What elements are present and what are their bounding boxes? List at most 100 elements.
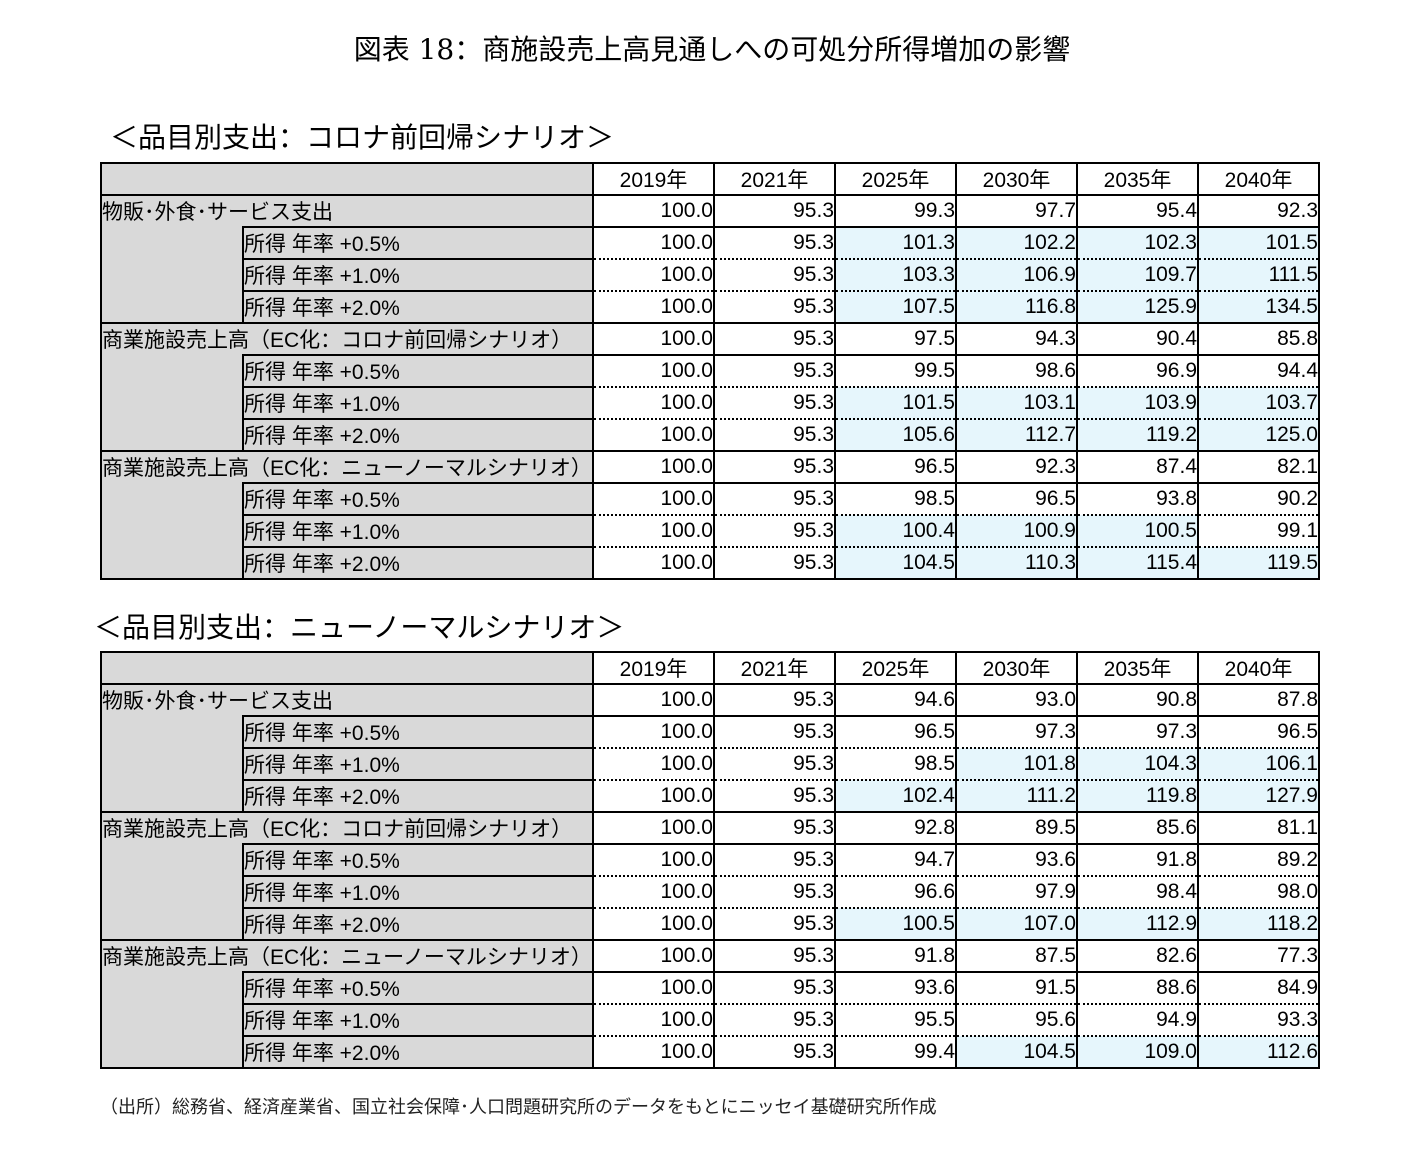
value-cell: 100.0 xyxy=(592,546,715,580)
value-cell: 87.8 xyxy=(1197,683,1320,716)
income-row: 所得 年率 +0.5% 100.0 95.3 94.7 93.6 91.8 89.2 xyxy=(100,843,1320,876)
value-cell: 104.3 xyxy=(1076,747,1199,780)
year-header: 2019年 xyxy=(592,162,715,196)
value-cell: 104.5 xyxy=(834,546,957,580)
row-stub xyxy=(100,748,243,780)
value-cell: 98.4 xyxy=(1076,875,1199,908)
income-row: 所得 年率 +0.5% 100.0 95.3 96.5 97.3 97.3 96.5 xyxy=(100,715,1320,748)
value-cell: 96.9 xyxy=(1076,354,1199,387)
value-cell: 101.8 xyxy=(955,747,1078,780)
section-title-corona-return: ＜品目別支出：コロナ前回帰シナリオ＞ xyxy=(110,121,615,154)
value-cell: 101.5 xyxy=(834,386,957,419)
value-cell: 99.3 xyxy=(834,194,957,227)
value-cell: 95.3 xyxy=(713,715,836,748)
value-cell: 109.0 xyxy=(1076,1035,1199,1069)
value-cell: 95.3 xyxy=(713,1003,836,1036)
year-header: 2021年 xyxy=(713,651,836,685)
value-cell: 112.6 xyxy=(1197,1035,1320,1069)
value-cell: 100.0 xyxy=(592,939,715,972)
value-cell: 98.0 xyxy=(1197,875,1320,908)
value-cell: 96.5 xyxy=(834,715,957,748)
value-cell: 84.9 xyxy=(1197,971,1320,1004)
category-row: 物販･外食･サービス支出 100.0 95.3 99.3 97.7 95.4 92.3 xyxy=(100,194,1320,227)
value-cell: 85.8 xyxy=(1197,322,1320,355)
value-cell: 82.1 xyxy=(1197,450,1320,483)
source-note: （出所）総務省、経済産業省、国立社会保障･人口問題研究所のデータをもとにニッセイ… xyxy=(100,1097,937,1118)
value-cell: 95.3 xyxy=(713,258,836,291)
category-label: 物販･外食･サービス支出 xyxy=(100,683,594,716)
category-label: 商業施設売上高（EC化：コロナ前回帰シナリオ） xyxy=(100,322,594,355)
value-cell: 100.0 xyxy=(592,226,715,259)
value-cell: 92.3 xyxy=(1197,194,1320,227)
row-stub xyxy=(100,780,243,812)
row-stub xyxy=(100,515,243,547)
value-cell: 107.5 xyxy=(834,290,957,323)
income-label: 所得 年率 +2.0% xyxy=(242,1035,594,1069)
income-label: 所得 年率 +2.0% xyxy=(242,907,594,940)
row-stub xyxy=(100,355,243,387)
income-row: 所得 年率 +1.0% 100.0 95.3 101.5 103.1 103.9 103.7 xyxy=(100,386,1320,419)
value-cell: 95.3 xyxy=(713,939,836,972)
value-cell: 100.0 xyxy=(592,482,715,515)
value-cell: 88.6 xyxy=(1076,971,1199,1004)
value-cell: 127.9 xyxy=(1197,779,1320,812)
income-row: 所得 年率 +2.0% 100.0 95.3 107.5 116.8 125.9 134.5 xyxy=(100,290,1320,323)
value-cell: 134.5 xyxy=(1197,290,1320,323)
year-header: 2025年 xyxy=(834,162,957,196)
value-cell: 100.0 xyxy=(592,1035,715,1069)
value-cell: 115.4 xyxy=(1076,546,1199,580)
value-cell: 92.3 xyxy=(955,450,1078,483)
value-cell: 102.4 xyxy=(834,779,957,812)
value-cell: 90.8 xyxy=(1076,683,1199,716)
value-cell: 90.2 xyxy=(1197,482,1320,515)
year-header: 2019年 xyxy=(592,651,715,685)
income-row: 所得 年率 +1.0% 100.0 95.3 98.5 101.8 104.3 106.1 xyxy=(100,747,1320,780)
value-cell: 100.0 xyxy=(592,194,715,227)
value-cell: 100.0 xyxy=(592,258,715,291)
year-header: 2035年 xyxy=(1076,162,1199,196)
income-label: 所得 年率 +0.5% xyxy=(242,843,594,876)
value-cell: 103.3 xyxy=(834,258,957,291)
income-label: 所得 年率 +0.5% xyxy=(242,354,594,387)
value-cell: 97.9 xyxy=(955,875,1078,908)
value-cell: 100.0 xyxy=(592,715,715,748)
value-cell: 100.0 xyxy=(592,322,715,355)
value-cell: 97.7 xyxy=(955,194,1078,227)
row-stub xyxy=(100,844,243,876)
value-cell: 100.0 xyxy=(592,779,715,812)
income-label: 所得 年率 +1.0% xyxy=(242,258,594,291)
income-label: 所得 年率 +1.0% xyxy=(242,1003,594,1036)
category-row: 商業施設売上高（EC化：コロナ前回帰シナリオ） 100.0 95.3 97.5 94.3… xyxy=(100,322,1320,355)
row-stub xyxy=(100,387,243,419)
income-row: 所得 年率 +1.0% 100.0 95.3 96.6 97.9 98.4 98.0 xyxy=(100,875,1320,908)
value-cell: 95.3 xyxy=(713,747,836,780)
value-cell: 96.5 xyxy=(834,450,957,483)
value-cell: 95.3 xyxy=(713,194,836,227)
income-label: 所得 年率 +2.0% xyxy=(242,290,594,323)
value-cell: 100.0 xyxy=(592,1003,715,1036)
value-cell: 96.5 xyxy=(955,482,1078,515)
value-cell: 100.0 xyxy=(592,971,715,1004)
value-cell: 93.0 xyxy=(955,683,1078,716)
value-cell: 116.8 xyxy=(955,290,1078,323)
year-header: 2030年 xyxy=(955,651,1078,685)
income-label: 所得 年率 +1.0% xyxy=(242,747,594,780)
income-row: 所得 年率 +2.0% 100.0 95.3 102.4 111.2 119.8 127.9 xyxy=(100,779,1320,812)
value-cell: 87.5 xyxy=(955,939,1078,972)
row-stub xyxy=(100,291,243,323)
value-cell: 94.4 xyxy=(1197,354,1320,387)
income-label: 所得 年率 +2.0% xyxy=(242,779,594,812)
row-stub xyxy=(100,1036,243,1069)
value-cell: 100.5 xyxy=(834,907,957,940)
value-cell: 95.6 xyxy=(955,1003,1078,1036)
category-label: 商業施設売上高（EC化：ニューノーマルシナリオ） xyxy=(100,450,594,483)
row-stub xyxy=(100,227,243,259)
category-row: 商業施設売上高（EC化：ニューノーマルシナリオ） 100.0 95.3 96.5 92.… xyxy=(100,450,1320,483)
value-cell: 95.3 xyxy=(713,322,836,355)
value-cell: 103.7 xyxy=(1197,386,1320,419)
value-cell: 94.3 xyxy=(955,322,1078,355)
value-cell: 100.0 xyxy=(592,418,715,451)
category-label: 商業施設売上高（EC化：ニューノーマルシナリオ） xyxy=(100,939,594,972)
row-stub xyxy=(100,483,243,515)
value-cell: 100.9 xyxy=(955,514,1078,547)
